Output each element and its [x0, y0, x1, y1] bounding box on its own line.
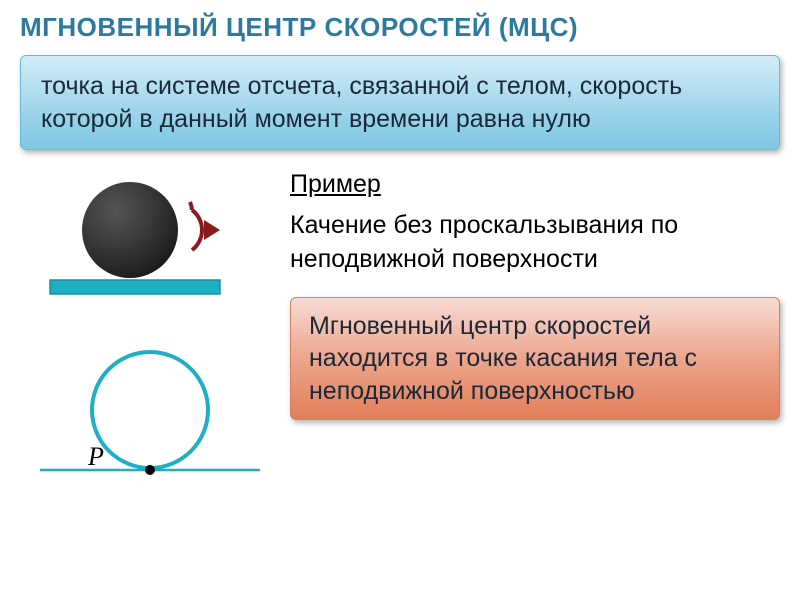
definition-box: точка на системе отсчета, связанной с те…	[20, 55, 780, 150]
explanation-box: Мгновенный центр скоростей находится в т…	[290, 297, 780, 421]
surface-icon	[50, 280, 220, 294]
ball-icon	[82, 182, 178, 278]
page-title: МГНОВЕННЫЙ ЦЕНТР СКОРОСТЕЙ (МЦС)	[0, 0, 800, 51]
rolling-ball-diagram	[30, 170, 270, 320]
content-area: P Пример Качение без проскальзывания по …	[0, 160, 800, 510]
point-label: P	[87, 442, 104, 471]
center-point-diagram: P	[30, 330, 270, 510]
example-description: Качение без проскальзывания по неподвижн…	[290, 209, 780, 277]
circle-outline-icon	[92, 352, 208, 468]
rotation-arrow-icon	[190, 202, 224, 250]
text-column: Пример Качение без проскальзывания по не…	[280, 170, 780, 510]
example-heading: Пример	[290, 170, 780, 199]
contact-point-icon	[145, 465, 155, 475]
diagrams-column: P	[20, 170, 280, 510]
